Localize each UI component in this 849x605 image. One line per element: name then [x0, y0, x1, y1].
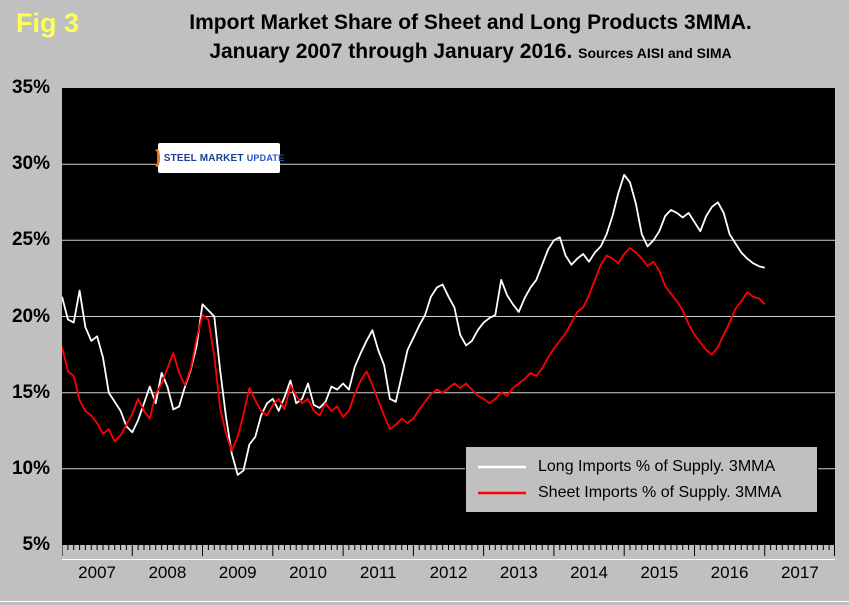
chart-title: Import Market Share of Sheet and Long Pr… — [100, 8, 841, 68]
logo-swoosh-icon — [153, 149, 160, 167]
x-tick-label: 2016 — [710, 563, 749, 582]
chart-sources: Sources AISI and SIMA — [578, 45, 732, 61]
x-tick-label: 2013 — [499, 563, 538, 582]
legend-long-line-icon — [478, 465, 526, 468]
chart-title-line2-wrap: January 2007 through January 2016. Sourc… — [100, 37, 841, 68]
chart-title-line2: January 2007 through January 2016. — [209, 40, 573, 63]
x-axis-ticks — [62, 545, 835, 556]
logo-word-update: UPDATE — [246, 152, 285, 163]
x-tick-label: 2012 — [429, 563, 468, 582]
logo-text: STEEL MARKET UPDATE — [164, 153, 285, 164]
legend-item-long: Long Imports % of Supply. 3MMA — [478, 458, 805, 476]
legend-item-sheet: Sheet Imports % of Supply. 3MMA — [478, 484, 805, 502]
legend: Long Imports % of Supply. 3MMA Sheet Imp… — [465, 446, 818, 513]
y-tick-label: 5% — [22, 534, 50, 555]
plot-area: STEEL MARKET UPDATE Long Imports % of Su… — [62, 88, 835, 545]
chart-title-line1: Import Market Share of Sheet and Long Pr… — [189, 11, 752, 34]
y-tick-label: 10% — [11, 457, 50, 479]
x-axis-labels: 2007 2008 2009 2010 2011 2012 2013 2014 2015 2016… — [62, 563, 835, 587]
x-tick-label: 2009 — [218, 563, 257, 582]
y-axis-labels: 35% 30% 25% 20% 15% 10% 5% — [0, 77, 56, 555]
figure-number: Fig 3 — [16, 8, 80, 38]
x-tick-label: 2008 — [148, 563, 187, 582]
logo-word-market: MARKET — [199, 152, 244, 164]
x-tick-label: 2015 — [640, 563, 679, 582]
x-tick-label: 2007 — [78, 563, 116, 582]
y-tick-label: 20% — [11, 305, 50, 327]
logo-word-steel: STEEL — [163, 152, 197, 164]
y-tick-label: 35% — [11, 77, 50, 98]
y-tick-label: 30% — [11, 153, 50, 175]
axis-divider-top — [62, 559, 835, 560]
steel-market-update-logo: STEEL MARKET UPDATE — [153, 143, 284, 173]
x-tick-label: 2011 — [359, 563, 397, 582]
chart-canvas — [62, 163, 835, 476]
x-tick-label: 2017 — [780, 563, 819, 582]
legend-long-label: Long Imports % of Supply. 3MMA — [538, 457, 776, 475]
y-tick-label: 15% — [11, 381, 50, 403]
y-tick-label: 25% — [11, 229, 50, 251]
x-tick-label: 2010 — [289, 563, 327, 582]
x-tick-label: 2014 — [570, 563, 608, 582]
series-line-1 — [62, 246, 766, 452]
series-line-0 — [62, 173, 765, 476]
legend-sheet-label: Sheet Imports % of Supply. 3MMA — [538, 483, 782, 501]
legend-sheet-line-icon — [478, 491, 526, 494]
axis-divider-bottom — [0, 601, 849, 602]
